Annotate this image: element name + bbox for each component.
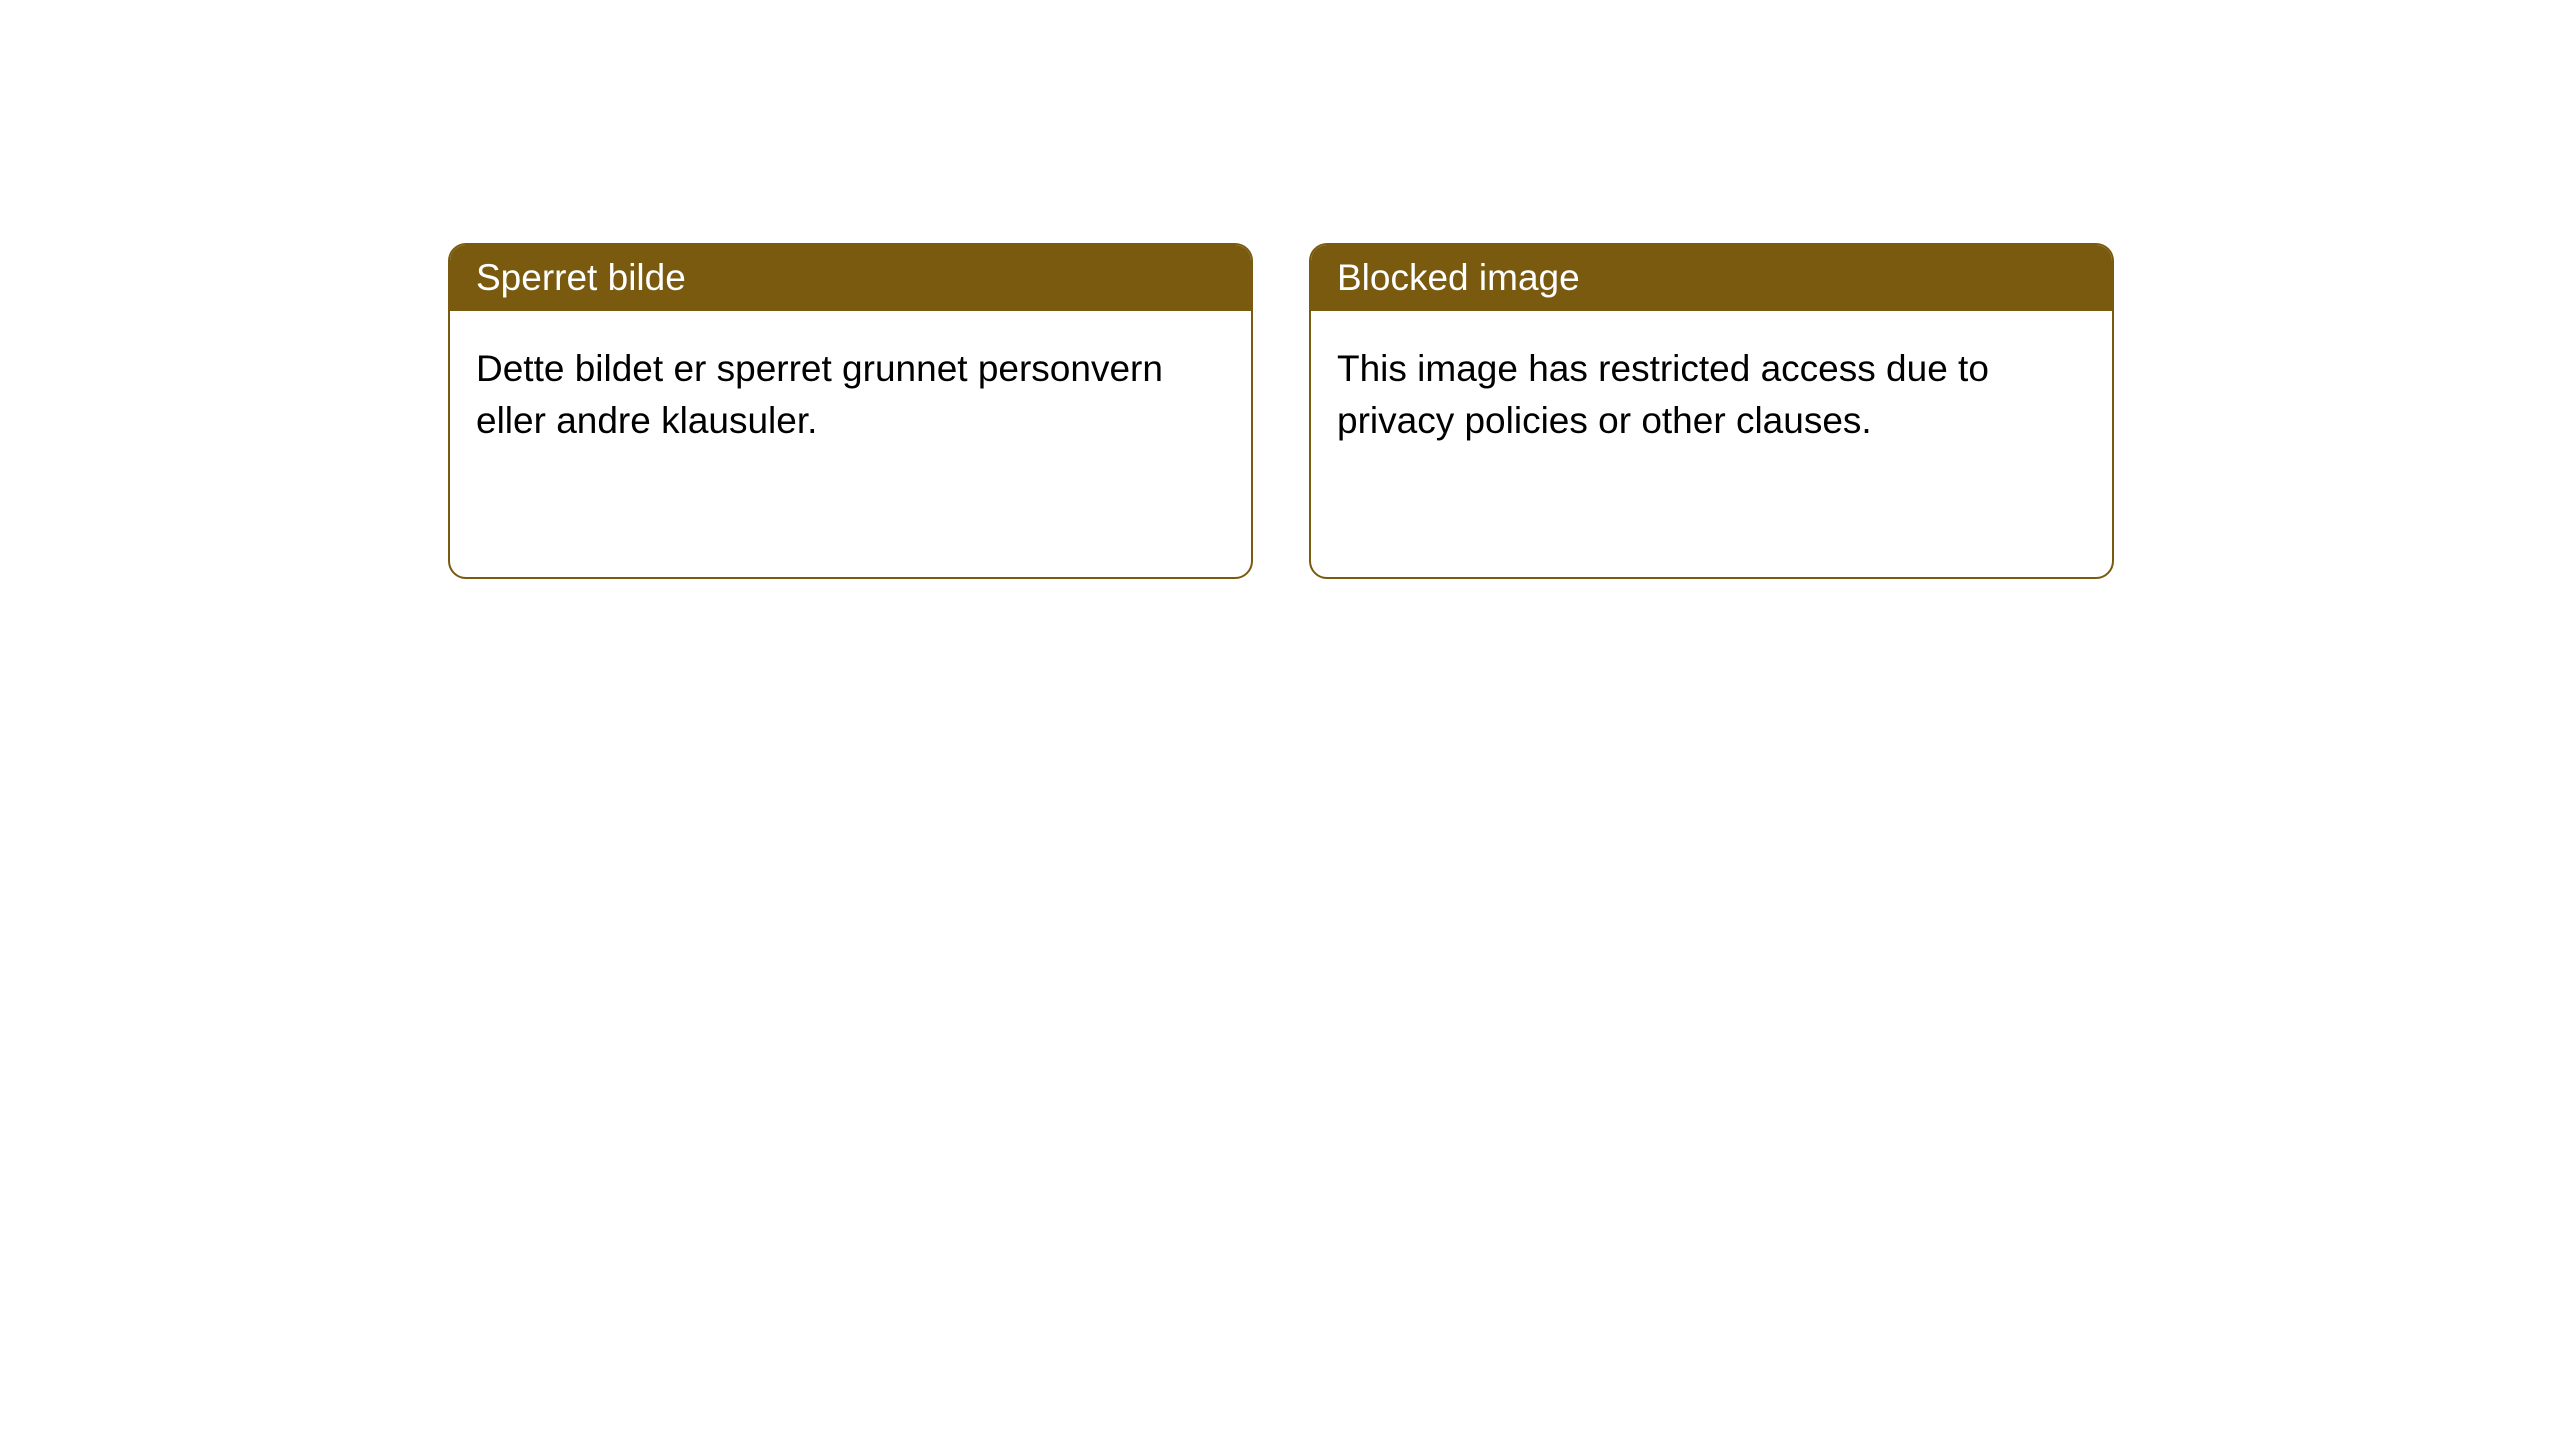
notice-title: Sperret bilde xyxy=(476,257,686,298)
notice-body: This image has restricted access due to … xyxy=(1311,311,2112,479)
notice-card-english: Blocked image This image has restricted … xyxy=(1309,243,2114,579)
notice-text: This image has restricted access due to … xyxy=(1337,348,1989,441)
notice-title: Blocked image xyxy=(1337,257,1580,298)
notice-card-norwegian: Sperret bilde Dette bildet er sperret gr… xyxy=(448,243,1253,579)
notice-text: Dette bildet er sperret grunnet personve… xyxy=(476,348,1163,441)
notice-header: Sperret bilde xyxy=(450,245,1251,311)
notice-body: Dette bildet er sperret grunnet personve… xyxy=(450,311,1251,479)
notice-header: Blocked image xyxy=(1311,245,2112,311)
notice-container: Sperret bilde Dette bildet er sperret gr… xyxy=(0,0,2560,579)
